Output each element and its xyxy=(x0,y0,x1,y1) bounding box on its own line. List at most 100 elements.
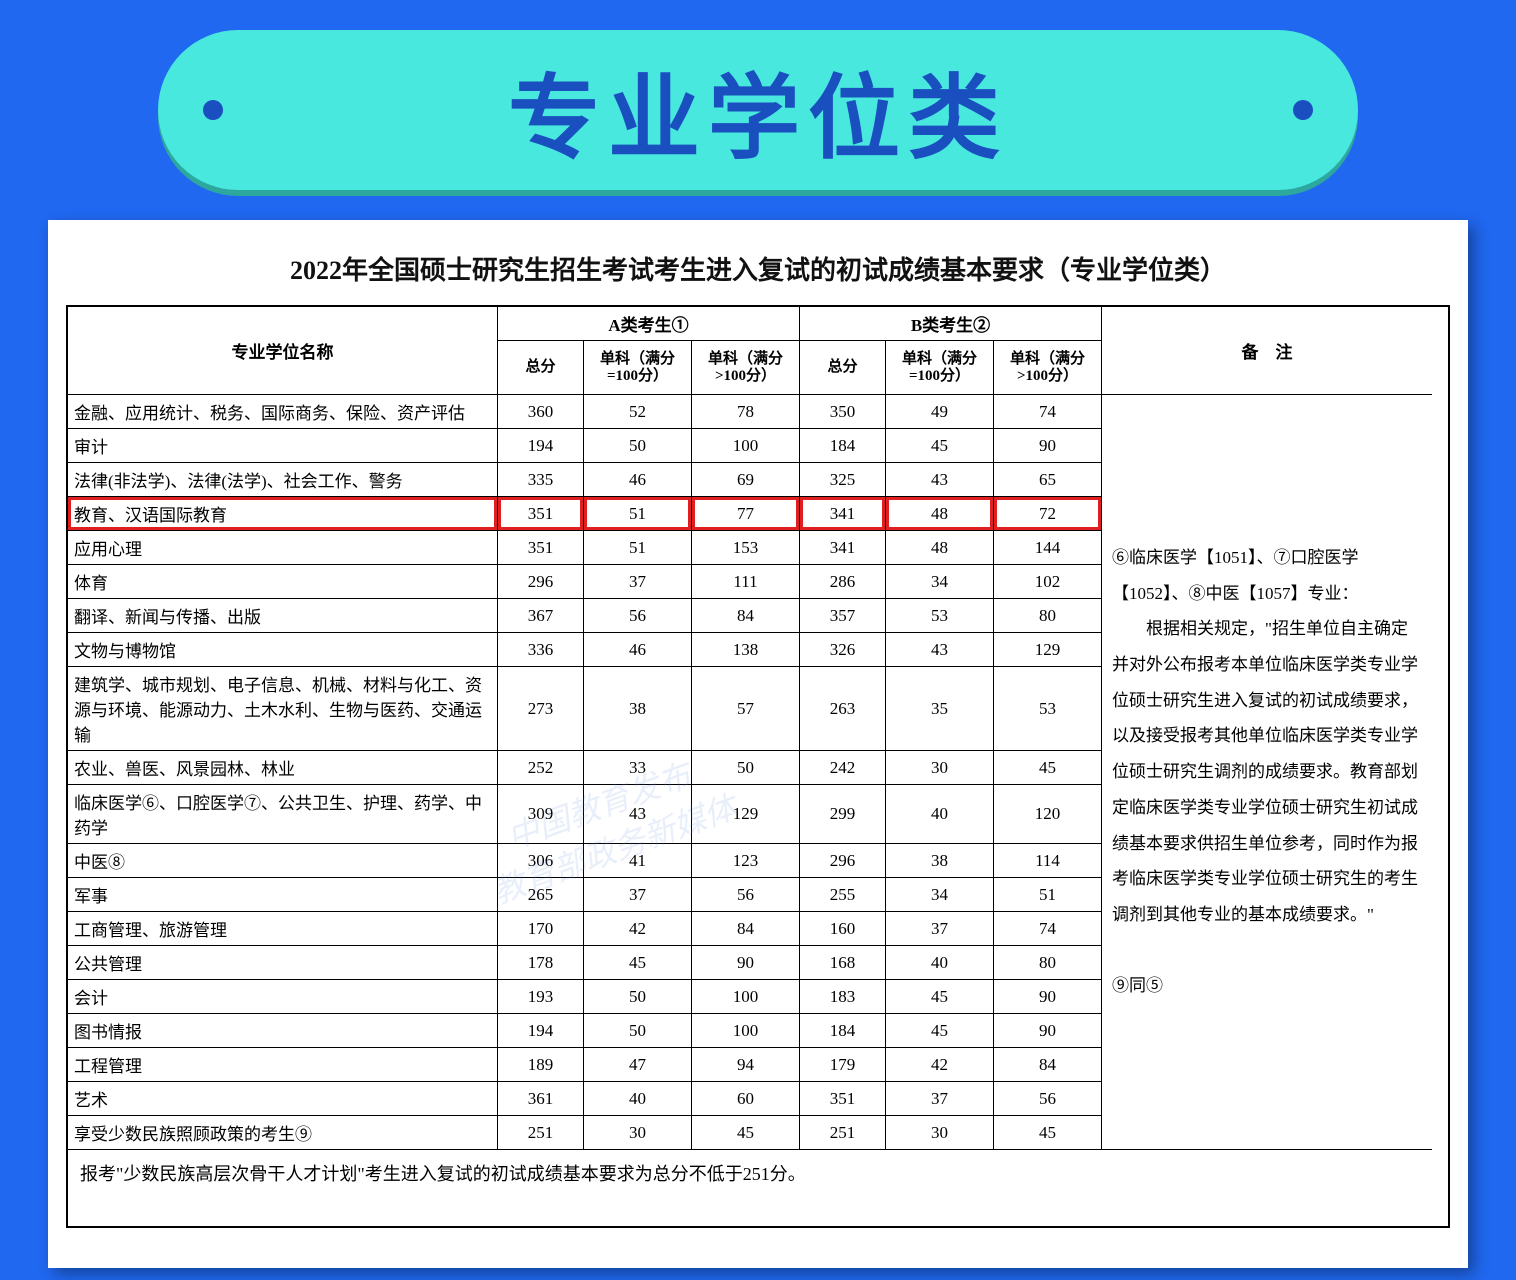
row-b-val: 351 xyxy=(800,1082,886,1116)
row-b-val: 129 xyxy=(994,633,1102,667)
row-b-val: 53 xyxy=(994,667,1102,751)
row-b-val: 160 xyxy=(800,912,886,946)
row-b-val: 40 xyxy=(886,946,994,980)
row-a-val: 46 xyxy=(584,633,692,667)
row-a-val: 273 xyxy=(498,667,584,751)
row-a-val: 309 xyxy=(498,785,584,844)
banner: 专业学位类 xyxy=(158,30,1358,190)
col-total-B: 总分 xyxy=(800,341,886,395)
col-notes-header: 备 注 xyxy=(1102,307,1432,395)
row-name: 金融、应用统计、税务、国际商务、保险、资产评估 xyxy=(68,395,498,429)
row-b-val: 34 xyxy=(886,565,994,599)
row-b-val: 286 xyxy=(800,565,886,599)
row-name: 法律(非法学)、法律(法学)、社会工作、警务 xyxy=(68,463,498,497)
row-b-val: 90 xyxy=(994,980,1102,1014)
row-b-val: 341 xyxy=(800,497,886,531)
row-b-val: 102 xyxy=(994,565,1102,599)
row-b-val: 74 xyxy=(994,395,1102,429)
sheet: 中国教育发布 教育部政务新媒体 2022年全国硕士研究生招生考试考生进入复试的初… xyxy=(48,220,1468,1268)
row-a-val: 51 xyxy=(584,497,692,531)
row-b-val: 183 xyxy=(800,980,886,1014)
row-b-val: 30 xyxy=(886,751,994,785)
row-a-val: 38 xyxy=(584,667,692,751)
row-a-val: 170 xyxy=(498,912,584,946)
row-b-val: 43 xyxy=(886,633,994,667)
row-b-val: 45 xyxy=(886,429,994,463)
row-name: 教育、汉语国际教育 xyxy=(68,497,498,531)
row-b-val: 251 xyxy=(800,1116,886,1150)
row-a-val: 367 xyxy=(498,599,584,633)
row-name: 中医⑧ xyxy=(68,844,498,878)
row-name: 翻译、新闻与传播、出版 xyxy=(68,599,498,633)
row-name: 农业、兽医、风景园林、林业 xyxy=(68,751,498,785)
row-a-val: 194 xyxy=(498,429,584,463)
row-name: 图书情报 xyxy=(68,1014,498,1048)
row-name: 文物与博物馆 xyxy=(68,633,498,667)
footnote: 报考"少数民族高层次骨干人才计划"考生进入复试的初试成绩基本要求为总分不低于25… xyxy=(66,1150,1450,1228)
row-a-val: 138 xyxy=(692,633,800,667)
row-b-val: 90 xyxy=(994,1014,1102,1048)
row-b-val: 45 xyxy=(994,751,1102,785)
row-b-val: 74 xyxy=(994,912,1102,946)
row-a-val: 193 xyxy=(498,980,584,1014)
row-a-val: 45 xyxy=(692,1116,800,1150)
col-groupB-header: B类考生② xyxy=(800,307,1102,341)
row-name: 享受少数民族照顾政策的考生⑨ xyxy=(68,1116,498,1150)
row-a-val: 69 xyxy=(692,463,800,497)
row-b-val: 242 xyxy=(800,751,886,785)
row-b-val: 350 xyxy=(800,395,886,429)
col-groupA-header: A类考生① xyxy=(498,307,800,341)
row-a-val: 84 xyxy=(692,599,800,633)
row-name: 会计 xyxy=(68,980,498,1014)
row-a-val: 40 xyxy=(584,1082,692,1116)
row-b-val: 38 xyxy=(886,844,994,878)
row-b-val: 90 xyxy=(994,429,1102,463)
row-a-val: 153 xyxy=(692,531,800,565)
row-b-val: 120 xyxy=(994,785,1102,844)
row-a-val: 52 xyxy=(584,395,692,429)
row-b-val: 49 xyxy=(886,395,994,429)
row-a-val: 42 xyxy=(584,912,692,946)
row-b-val: 72 xyxy=(994,497,1102,531)
row-a-val: 94 xyxy=(692,1048,800,1082)
row-b-val: 43 xyxy=(886,463,994,497)
row-b-val: 34 xyxy=(886,878,994,912)
score-table: 专业学位名称A类考生①B类考生②备 注总分单科（满分=100分）单科（满分>10… xyxy=(66,305,1450,1150)
row-b-val: 114 xyxy=(994,844,1102,878)
row-b-val: 326 xyxy=(800,633,886,667)
row-a-val: 30 xyxy=(584,1116,692,1150)
row-b-val: 84 xyxy=(994,1048,1102,1082)
row-a-val: 45 xyxy=(584,946,692,980)
row-name: 临床医学⑥、口腔医学⑦、公共卫生、护理、药学、中药学 xyxy=(68,785,498,844)
row-a-val: 57 xyxy=(692,667,800,751)
row-a-val: 51 xyxy=(584,531,692,565)
col-subgt100-B: 单科（满分>100分） xyxy=(994,341,1102,395)
row-a-val: 37 xyxy=(584,878,692,912)
row-a-val: 178 xyxy=(498,946,584,980)
col-sub100-A: 单科（满分=100分） xyxy=(584,341,692,395)
row-a-val: 335 xyxy=(498,463,584,497)
row-a-val: 46 xyxy=(584,463,692,497)
row-a-val: 252 xyxy=(498,751,584,785)
row-name: 工商管理、旅游管理 xyxy=(68,912,498,946)
banner-title: 专业学位类 xyxy=(508,44,1008,177)
row-b-val: 37 xyxy=(886,1082,994,1116)
row-a-val: 111 xyxy=(692,565,800,599)
row-a-val: 265 xyxy=(498,878,584,912)
row-b-val: 299 xyxy=(800,785,886,844)
row-b-val: 30 xyxy=(886,1116,994,1150)
row-a-val: 77 xyxy=(692,497,800,531)
row-name: 建筑学、城市规划、电子信息、机械、材料与化工、资源与环境、能源动力、土木水利、生… xyxy=(68,667,498,751)
row-b-val: 56 xyxy=(994,1082,1102,1116)
row-a-val: 296 xyxy=(498,565,584,599)
row-name: 审计 xyxy=(68,429,498,463)
row-b-val: 35 xyxy=(886,667,994,751)
row-name: 体育 xyxy=(68,565,498,599)
row-a-val: 50 xyxy=(584,429,692,463)
row-b-val: 37 xyxy=(886,912,994,946)
col-total-A: 总分 xyxy=(498,341,584,395)
row-b-val: 53 xyxy=(886,599,994,633)
row-a-val: 189 xyxy=(498,1048,584,1082)
row-a-val: 56 xyxy=(584,599,692,633)
row-name: 军事 xyxy=(68,878,498,912)
